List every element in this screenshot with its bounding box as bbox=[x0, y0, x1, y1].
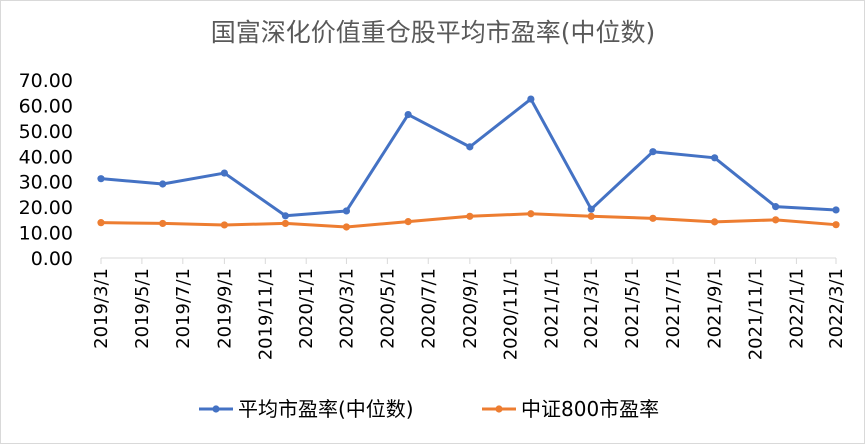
y-tick-label: 40.00 bbox=[19, 146, 73, 168]
data-point bbox=[159, 219, 167, 228]
x-tick-label: 2021/1/1 bbox=[542, 268, 563, 349]
data-point bbox=[342, 207, 351, 215]
y-tick-label: 10.00 bbox=[19, 223, 73, 245]
data-point bbox=[587, 212, 595, 220]
data-point bbox=[466, 212, 474, 220]
data-point bbox=[832, 221, 840, 229]
series-line-1 bbox=[99, 97, 838, 218]
data-point bbox=[772, 216, 780, 224]
data-point bbox=[711, 218, 719, 226]
legend-marker-2 bbox=[495, 405, 503, 413]
data-point bbox=[404, 110, 412, 119]
x-tick-label: 2019/7/1 bbox=[173, 268, 194, 349]
data-point bbox=[649, 214, 657, 222]
data-point bbox=[404, 218, 412, 226]
data-point bbox=[220, 221, 228, 229]
data-point bbox=[220, 169, 228, 177]
x-tick-label: 2021/3/1 bbox=[581, 268, 602, 349]
data-point bbox=[97, 175, 105, 183]
data-point bbox=[281, 219, 290, 228]
data-point bbox=[97, 219, 105, 227]
x-tick-label: 2021/9/1 bbox=[705, 268, 726, 349]
y-tick-label: 30.00 bbox=[19, 172, 73, 194]
x-tick-label: 2020/11/1 bbox=[501, 268, 522, 360]
x-tick-label: 2019/9/1 bbox=[214, 268, 235, 349]
data-point bbox=[711, 154, 719, 162]
data-point bbox=[587, 205, 595, 213]
x-tick-label: 2020/9/1 bbox=[460, 268, 481, 349]
legend: 平均市盈率(中位数) 中证800市盈率 bbox=[199, 397, 659, 421]
x-tick-label: 2020/7/1 bbox=[418, 268, 439, 349]
x-tick-label: 2019/3/1 bbox=[91, 268, 112, 349]
data-point bbox=[527, 210, 535, 218]
x-tick-label: 2022/3/1 bbox=[826, 268, 847, 349]
y-tick-label: 60.00 bbox=[19, 95, 73, 117]
chart-title: 国富深化价值重仓股平均市盈率(中位数) bbox=[211, 18, 656, 47]
data-point bbox=[772, 203, 780, 211]
y-tick-label: 50.00 bbox=[19, 121, 73, 143]
legend-label-1: 平均市盈率(中位数) bbox=[238, 397, 414, 421]
x-tick-label: 2020/1/1 bbox=[296, 268, 317, 349]
data-point bbox=[527, 95, 535, 103]
legend-label-2: 中证800市盈率 bbox=[521, 397, 659, 421]
x-tick-label: 2021/7/1 bbox=[663, 268, 684, 349]
x-tick-label: 2022/1/1 bbox=[786, 268, 807, 349]
x-tick-label: 2020/5/1 bbox=[377, 268, 398, 349]
data-point bbox=[466, 143, 474, 151]
series-layer bbox=[97, 95, 840, 231]
x-tick-label: 2020/3/1 bbox=[336, 268, 357, 349]
data-point bbox=[159, 180, 167, 188]
y-tick-label: 20.00 bbox=[19, 197, 73, 219]
x-tick-label: 2019/11/1 bbox=[255, 268, 276, 360]
y-tick-label: 70.00 bbox=[19, 70, 73, 92]
data-point bbox=[342, 223, 351, 231]
data-point bbox=[281, 212, 290, 220]
data-point bbox=[649, 148, 657, 156]
x-tick-label: 2021/5/1 bbox=[622, 268, 643, 349]
y-tick-label: 0.00 bbox=[31, 248, 73, 270]
axes: 0.00 10.00 20.00 30.00 40.00 50.00 60.00 70.00 2… bbox=[19, 70, 847, 360]
legend-marker-1 bbox=[212, 405, 220, 413]
x-tick-label: 2021/11/1 bbox=[746, 268, 767, 360]
x-tick-label: 2019/5/1 bbox=[132, 268, 153, 349]
data-point bbox=[832, 206, 840, 214]
